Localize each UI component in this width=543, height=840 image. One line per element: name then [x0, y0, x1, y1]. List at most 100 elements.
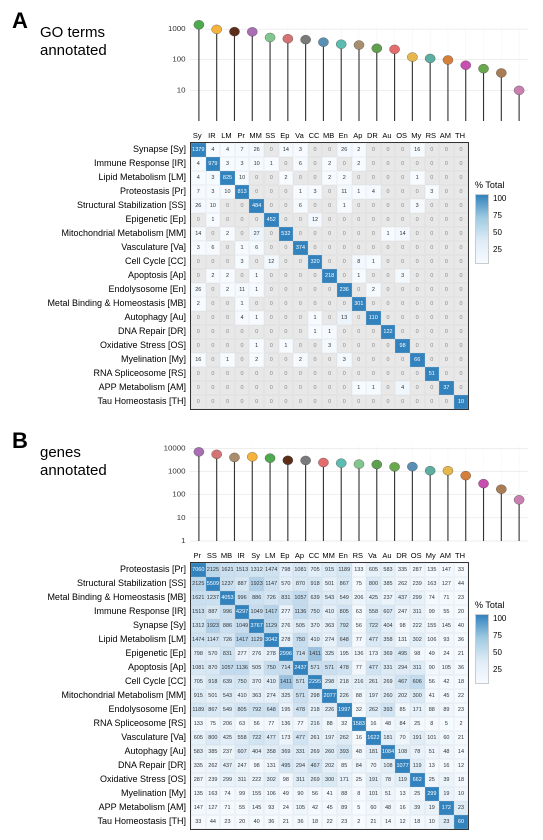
heatmap-cell: 662	[410, 773, 425, 787]
heatmap-cell: 583	[381, 563, 396, 577]
heatmap-cell: 0	[395, 311, 410, 325]
heatmap-cell: 122	[381, 325, 396, 339]
heatmap-cell: 0	[279, 297, 294, 311]
heatmap-cell: 0	[206, 395, 221, 409]
heatmap-cell: 0	[352, 171, 367, 185]
heatmap-cell: 0	[264, 297, 279, 311]
heatmap-cell: 262	[366, 703, 381, 717]
row-label: DNA Repair [DR]	[15, 758, 190, 772]
heatmap-cell: 239	[206, 773, 221, 787]
heatmap-cell: 0	[322, 283, 337, 297]
heatmap-cell: 0	[293, 213, 308, 227]
heatmap-cell: 385	[381, 577, 396, 591]
heatmap-cell: 1057	[220, 661, 235, 675]
heatmap-cell: 237	[220, 745, 235, 759]
heatmap-cell: 0	[322, 255, 337, 269]
col-label: MM	[321, 551, 336, 560]
heatmap-cell: 0	[293, 255, 308, 269]
heatmap-cell: 10	[235, 171, 250, 185]
heatmap-cell: 25	[410, 787, 425, 801]
heatmap-cell: 410	[322, 605, 337, 619]
heatmap-cell: 0	[439, 171, 454, 185]
heatmap-cell: 370	[249, 675, 264, 689]
heatmap-cell: 363	[322, 619, 337, 633]
row-label: Synapse [Sy]	[15, 618, 190, 632]
heatmap-cell: 172	[439, 801, 454, 815]
col-label: LM	[263, 551, 278, 560]
heatmap-cell: 66	[410, 353, 425, 367]
heatmap-cell: 0	[381, 255, 396, 269]
heatmap-cell: 10	[454, 395, 469, 409]
heatmap-cell: 127	[439, 577, 454, 591]
heatmap-cell: 0	[264, 395, 279, 409]
heatmap-cell: 478	[337, 661, 352, 675]
heatmap-cell: 0	[322, 199, 337, 213]
heatmap-cell: 299	[220, 773, 235, 787]
heatmap-cell: 8	[352, 787, 367, 801]
heatmap-cell: 0	[293, 339, 308, 353]
heatmap-cell: 25	[352, 773, 367, 787]
svg-text:1: 1	[181, 536, 185, 544]
heatmap-cell: 0	[293, 297, 308, 311]
heatmap-cell: 532	[279, 227, 294, 241]
heatmap-cell: 2	[352, 143, 367, 157]
heatmap-cell: 23	[454, 591, 469, 605]
heatmap-cell: 0	[352, 199, 367, 213]
heatmap-cell: 0	[279, 325, 294, 339]
heatmap-cell: 42	[308, 801, 323, 815]
heatmap-cell: 135	[425, 563, 440, 577]
heatmap-cell: 145	[439, 619, 454, 633]
heatmap-cell: 1	[249, 339, 264, 353]
heatmap-cell: 63	[235, 717, 250, 731]
heatmap-cell: 0	[235, 213, 250, 227]
heatmap-cell: 0	[395, 367, 410, 381]
row-label: RNA Spliceosome [RS]	[15, 716, 190, 730]
heatmap-cell: 98	[279, 773, 294, 787]
heatmap-cell: 0	[410, 339, 425, 353]
heatmap-cell: 0	[366, 213, 381, 227]
heatmap-cell: 1189	[337, 563, 352, 577]
heatmap-cell: 56	[425, 675, 440, 689]
heatmap-cell: 831	[220, 647, 235, 661]
heatmap-cell: 558	[366, 605, 381, 619]
heatmap-cell: 74	[425, 591, 440, 605]
heatmap-cell: 0	[381, 283, 396, 297]
heatmap-cell: 41	[425, 689, 440, 703]
heatmap-cell: 1312	[249, 563, 264, 577]
heatmap-cell: 98	[249, 759, 264, 773]
col-label: My	[409, 131, 424, 140]
panel-b-title: genesannotated	[40, 444, 107, 480]
heatmap-cell: 75	[352, 577, 367, 591]
heatmap-cell: 0	[454, 339, 469, 353]
heatmap-cell: 89	[337, 801, 352, 815]
heatmap-cell: 0	[366, 325, 381, 339]
heatmap-cell: 3	[410, 199, 425, 213]
heatmap-cell: 0	[337, 213, 352, 227]
heatmap-cell: 32	[352, 703, 367, 717]
heatmap-cell: 571	[293, 675, 308, 689]
heatmap-cell: 0	[454, 255, 469, 269]
heatmap-cell: 0	[454, 241, 469, 255]
heatmap-cell: 1	[249, 311, 264, 325]
heatmap-cell: 110	[366, 311, 381, 325]
heatmap-cell: 0	[337, 381, 352, 395]
heatmap-cell: 0	[439, 255, 454, 269]
row-label: Oxidative Stress [OS]	[15, 772, 190, 786]
heatmap-cell: 6	[293, 199, 308, 213]
heatmap-cell: 0	[454, 157, 469, 171]
heatmap-cell: 1	[249, 283, 264, 297]
heatmap-cell: 0	[425, 381, 440, 395]
heatmap-cell: 206	[220, 717, 235, 731]
heatmap-cell: 0	[235, 199, 250, 213]
heatmap-cell: 410	[264, 675, 279, 689]
heatmap-cell: 0	[279, 199, 294, 213]
heatmap-cell: 0	[206, 297, 221, 311]
heatmap-cell: 639	[220, 675, 235, 689]
heatmap-cell: 106	[425, 633, 440, 647]
heatmap-cell: 2996	[279, 647, 294, 661]
heatmap-cell: 0	[264, 325, 279, 339]
heatmap-cell: 1474	[191, 633, 206, 647]
heatmap-cell: 171	[337, 773, 352, 787]
heatmap-cell: 55	[439, 605, 454, 619]
col-label: OS	[409, 551, 424, 560]
